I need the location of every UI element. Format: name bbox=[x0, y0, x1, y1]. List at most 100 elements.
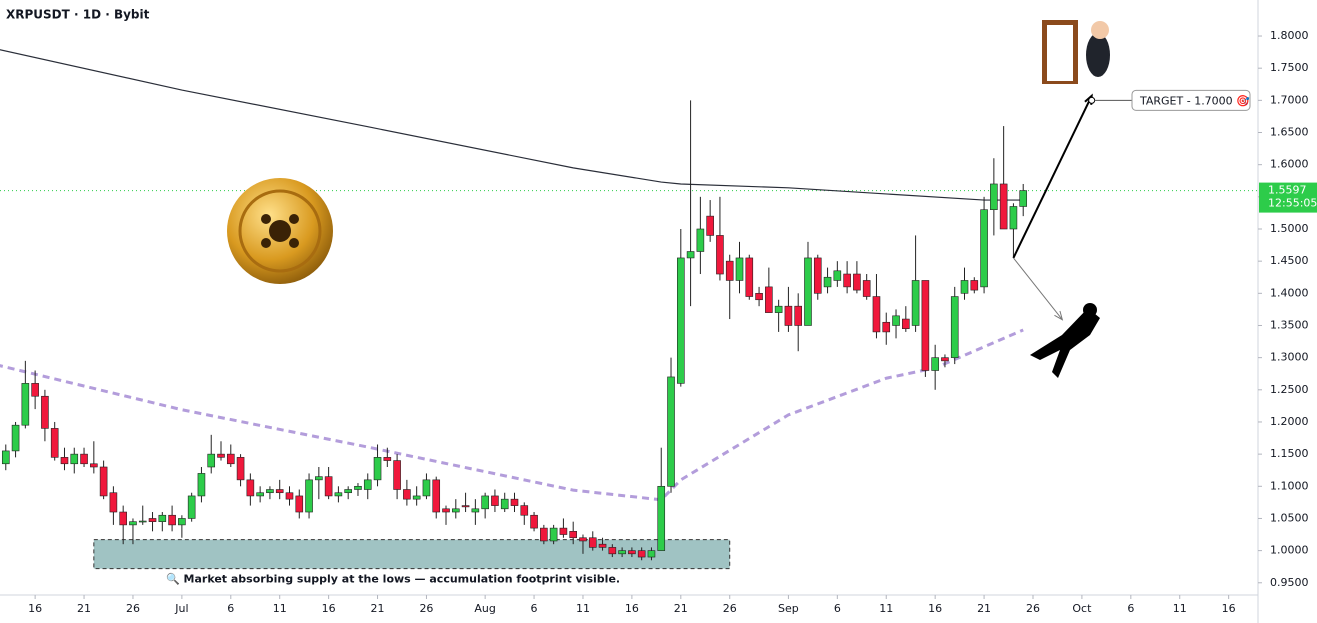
x-tick-label: 11 bbox=[576, 602, 590, 615]
candle-body bbox=[246, 479, 255, 497]
candle-body bbox=[608, 547, 617, 555]
candle-body bbox=[549, 527, 558, 542]
candle-body bbox=[60, 457, 69, 465]
y-tick-label: 1.6500 bbox=[1270, 126, 1309, 139]
y-tick-label: 1.8000 bbox=[1270, 29, 1309, 42]
candle-body bbox=[129, 521, 137, 526]
candle-body bbox=[921, 280, 930, 371]
candle-body bbox=[637, 550, 646, 558]
y-tick-label: 1.2000 bbox=[1270, 415, 1309, 428]
x-tick-label: 21 bbox=[674, 602, 688, 615]
candle-body bbox=[892, 315, 900, 326]
candle-body bbox=[941, 357, 949, 362]
candle-body bbox=[217, 453, 225, 458]
candle-body bbox=[31, 383, 39, 397]
candle-body bbox=[833, 270, 842, 281]
candle-body bbox=[706, 215, 714, 236]
climber-illustration bbox=[1030, 303, 1100, 378]
target-label-box bbox=[1131, 89, 1251, 111]
candle-body bbox=[931, 357, 939, 371]
candle-body bbox=[999, 183, 1008, 230]
price-label-box bbox=[1259, 182, 1317, 213]
candle-body bbox=[500, 498, 509, 510]
moving-average bbox=[0, 328, 1024, 502]
candle-body bbox=[295, 495, 304, 513]
y-tick-label: 1.3000 bbox=[1270, 351, 1309, 364]
candle-body bbox=[168, 514, 176, 526]
candle-body bbox=[99, 466, 108, 497]
candle-body bbox=[774, 305, 783, 313]
candle-body bbox=[422, 479, 431, 497]
candle-body bbox=[911, 280, 920, 326]
candle-body bbox=[471, 508, 480, 513]
x-tick-label: 11 bbox=[1173, 602, 1187, 615]
candle-body bbox=[950, 296, 959, 358]
candle-body bbox=[109, 492, 118, 513]
candle-body bbox=[755, 293, 763, 301]
candle-body bbox=[980, 209, 988, 288]
candle-body bbox=[80, 453, 88, 465]
candle-body bbox=[50, 428, 59, 458]
candle-body bbox=[735, 257, 744, 281]
candle-body bbox=[853, 273, 861, 291]
x-tick-label: 11 bbox=[273, 602, 287, 615]
y-tick-label: 1.6000 bbox=[1270, 158, 1309, 171]
candle-body bbox=[745, 257, 754, 297]
x-tick-label: 26 bbox=[723, 602, 737, 615]
candle-body bbox=[11, 424, 20, 452]
x-tick-label: 16 bbox=[625, 602, 639, 615]
y-tick-label: 1.4500 bbox=[1270, 254, 1309, 267]
x-tick-label: 21 bbox=[977, 602, 991, 615]
candle-body bbox=[1, 450, 10, 465]
thief bbox=[1086, 33, 1110, 77]
candle-body bbox=[90, 463, 98, 468]
candle-body bbox=[119, 511, 127, 526]
countdown-label: 12:55:05 bbox=[1268, 197, 1317, 210]
y-tick-label: 1.2500 bbox=[1270, 383, 1309, 396]
candle-body bbox=[510, 498, 519, 506]
y-tick-label: 1.5000 bbox=[1270, 222, 1309, 235]
candle-body bbox=[902, 318, 910, 329]
accumulation-zone bbox=[93, 539, 731, 570]
x-tick-label: 26 bbox=[419, 602, 433, 615]
target-label: TARGET - 1.7000 🎯 bbox=[1139, 94, 1250, 107]
moving-average bbox=[0, 49, 1024, 201]
y-tick-label: 1.7500 bbox=[1270, 61, 1309, 74]
candle-body bbox=[432, 479, 441, 513]
x-tick-label: 16 bbox=[928, 602, 942, 615]
candle-body bbox=[686, 251, 695, 259]
candle-body bbox=[696, 228, 705, 252]
candle-body bbox=[451, 508, 460, 513]
x-tick-label: 26 bbox=[126, 602, 140, 615]
candle-body bbox=[598, 543, 607, 548]
candle-body bbox=[667, 376, 675, 487]
candle-body bbox=[315, 476, 323, 481]
target-point bbox=[1088, 96, 1096, 104]
y-tick-label: 1.0000 bbox=[1270, 544, 1309, 557]
climber bbox=[1030, 308, 1100, 378]
candle-body bbox=[363, 479, 372, 490]
candle-body bbox=[344, 489, 352, 494]
door-illustration bbox=[1042, 20, 1110, 84]
candle-body bbox=[530, 514, 538, 529]
candle-body bbox=[569, 531, 577, 539]
candle-body bbox=[794, 305, 803, 326]
candle-body bbox=[540, 527, 548, 542]
candle-body bbox=[158, 514, 167, 522]
chart-title: XRPUSDT · 1D · Bybit bbox=[6, 8, 150, 22]
candle-body bbox=[657, 485, 666, 551]
x-tick-label: Sep bbox=[778, 602, 799, 615]
candle-body bbox=[275, 489, 284, 494]
y-tick-label: 1.7000 bbox=[1270, 93, 1309, 106]
candle-body bbox=[491, 495, 499, 506]
candle-body bbox=[285, 492, 294, 500]
candle-body bbox=[677, 257, 685, 384]
y-tick-label: 1.1000 bbox=[1270, 479, 1309, 492]
candle-body bbox=[843, 273, 851, 288]
candle-body bbox=[970, 280, 979, 291]
candle-body bbox=[197, 473, 206, 497]
climber-head bbox=[1083, 303, 1097, 317]
candle-body bbox=[725, 260, 734, 281]
projection-arrow bbox=[1013, 257, 1063, 321]
